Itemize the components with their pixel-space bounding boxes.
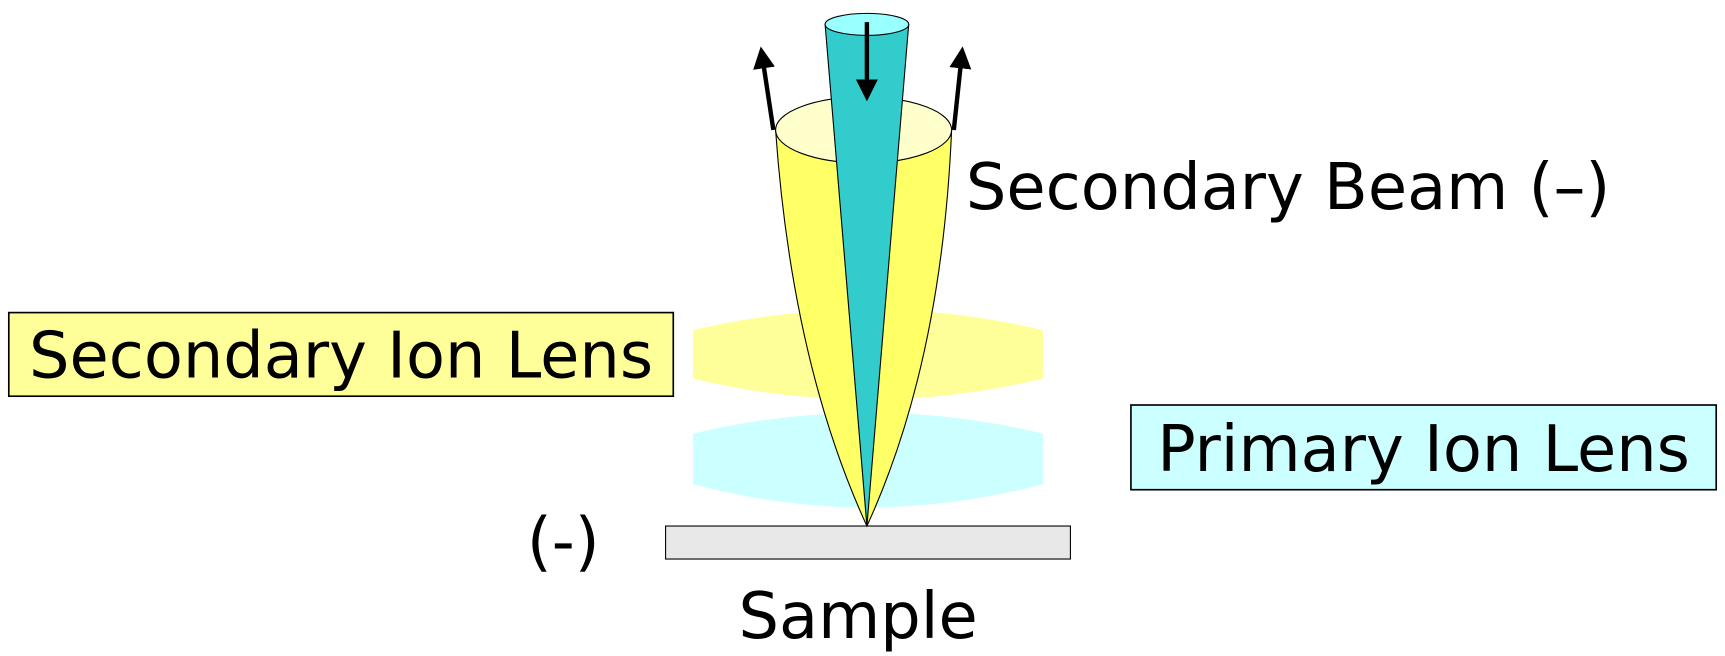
- page: Secondary Beam (–) Secondary Ion Lens Pr…: [0, 0, 1725, 656]
- primary-lens-label: Primary Ion Lens: [1157, 413, 1690, 487]
- diagram: Secondary Beam (–) Secondary Ion Lens Pr…: [0, 0, 1725, 656]
- secondary-beam-label: Secondary Beam (–): [966, 151, 1610, 225]
- secondary-lens-label: Secondary Ion Lens: [29, 320, 653, 394]
- sample-label: Sample: [738, 580, 977, 654]
- arrow-up-right: [954, 57, 962, 130]
- sample-charge-label: (-): [527, 505, 600, 579]
- arrow-up-left: [762, 57, 773, 130]
- sample-plate: [666, 526, 1071, 559]
